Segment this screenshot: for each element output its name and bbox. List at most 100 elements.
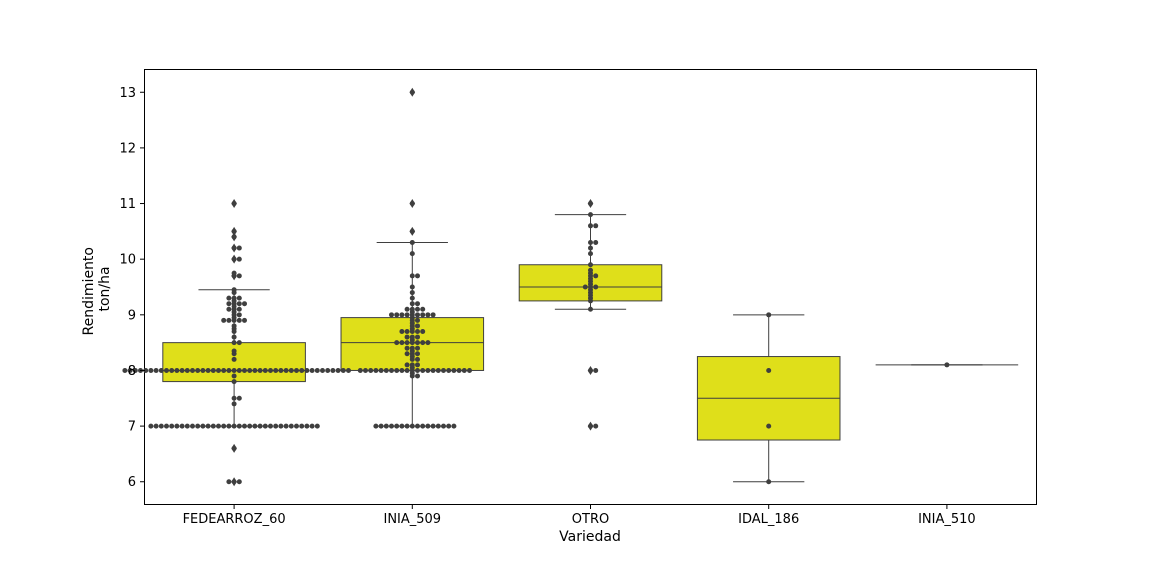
swarm-point: [394, 423, 400, 429]
swarm-point: [409, 345, 415, 351]
swarm-point: [231, 228, 237, 234]
swarm-point: [221, 317, 227, 323]
swarm-point: [404, 312, 410, 318]
swarm-point: [766, 367, 772, 373]
swarm-point: [409, 251, 415, 257]
swarm-point: [415, 306, 420, 312]
swarm-point: [593, 273, 599, 279]
swarm-point: [294, 367, 299, 373]
swarm-point: [467, 367, 472, 373]
swarm-point: [231, 445, 237, 451]
swarm-point: [236, 395, 242, 401]
swarm-point: [415, 351, 420, 357]
swarm-point: [409, 306, 415, 312]
swarm-point: [169, 423, 175, 429]
swarm-point: [226, 423, 232, 429]
swarm-point: [247, 367, 253, 373]
swarm-point: [766, 423, 772, 429]
swarm-point: [363, 367, 368, 373]
swarm-point: [378, 367, 384, 373]
swarm-point: [389, 423, 394, 429]
swarm-point: [236, 306, 242, 312]
swarm-point: [415, 356, 420, 362]
swarm-point: [320, 367, 325, 373]
swarm-point: [404, 367, 410, 373]
swarm-point: [236, 256, 242, 262]
swarm-point: [394, 340, 400, 346]
swarm-point: [409, 284, 415, 290]
swarm-point: [200, 367, 206, 373]
swarm-point: [174, 423, 180, 429]
swarm-point: [446, 367, 452, 373]
swarm-point: [148, 367, 154, 373]
swarm-point: [283, 367, 289, 373]
swarm-point: [593, 367, 599, 373]
y-tick-label: 11: [119, 197, 136, 212]
swarm-point: [430, 367, 436, 373]
swarm-point: [252, 423, 258, 429]
y-tick-label: 6: [128, 475, 136, 490]
x-tick-label: INIA_509: [383, 512, 441, 527]
swarm-point: [399, 423, 405, 429]
swarm-point: [278, 423, 284, 429]
y-axis-label-line-1: Rendimiento: [81, 247, 97, 335]
swarm-point: [415, 362, 420, 368]
swarm-point: [415, 423, 420, 429]
swarm-point: [216, 423, 221, 429]
swarm-point: [383, 423, 389, 429]
swarm-point: [273, 367, 279, 373]
swarm-point: [415, 334, 420, 340]
swarm-point: [451, 423, 457, 429]
swarm-point: [242, 423, 247, 429]
x-tick-label: IDAL_186: [738, 512, 799, 527]
swarm-point: [288, 423, 294, 429]
swarm-point: [195, 423, 201, 429]
swarm-point: [231, 234, 237, 240]
y-tick-label: 12: [119, 141, 136, 156]
swarm-point: [389, 312, 394, 318]
swarm-point: [221, 423, 227, 429]
swarm-point: [325, 367, 331, 373]
swarm-point: [415, 367, 420, 373]
swarm-point: [446, 423, 452, 429]
swarm-point: [593, 423, 599, 429]
swarm-point: [184, 367, 190, 373]
swarm-point: [221, 367, 227, 373]
swarm-point: [435, 367, 441, 373]
swarm-point: [226, 479, 232, 485]
swarm-point: [409, 334, 415, 340]
swarm-point: [415, 329, 420, 335]
swarm-point: [378, 423, 384, 429]
swarm-point: [582, 284, 588, 290]
swarm-point: [409, 228, 415, 234]
swarm-point: [404, 340, 410, 346]
swarm-point: [236, 301, 242, 307]
swarm-point: [404, 334, 410, 340]
swarm-point: [174, 367, 180, 373]
swarm-point: [231, 395, 237, 401]
swarm-point: [588, 262, 593, 268]
swarm-point: [588, 245, 593, 251]
x-axis-label: Variedad: [559, 529, 621, 545]
swarm-point: [231, 348, 237, 354]
swarm-point: [409, 290, 415, 296]
swarm-point: [236, 273, 242, 279]
swarm-point: [588, 306, 593, 312]
x-tick-label: FEDEARROZ_60: [183, 512, 286, 527]
swarm-point: [268, 423, 273, 429]
swarm-point: [153, 423, 159, 429]
swarm-point: [593, 284, 599, 290]
swarm-point: [158, 423, 164, 429]
swarm-point: [190, 367, 195, 373]
swarm-point: [399, 312, 405, 318]
swarm-point: [335, 367, 341, 373]
swarm-point: [231, 323, 237, 329]
swarm-point: [588, 423, 593, 429]
swarm-point: [383, 367, 389, 373]
swarm-point: [231, 479, 237, 485]
swarm-point: [425, 423, 431, 429]
swarm-point: [283, 423, 289, 429]
swarm-point: [425, 340, 431, 346]
swarm-point: [357, 367, 363, 373]
